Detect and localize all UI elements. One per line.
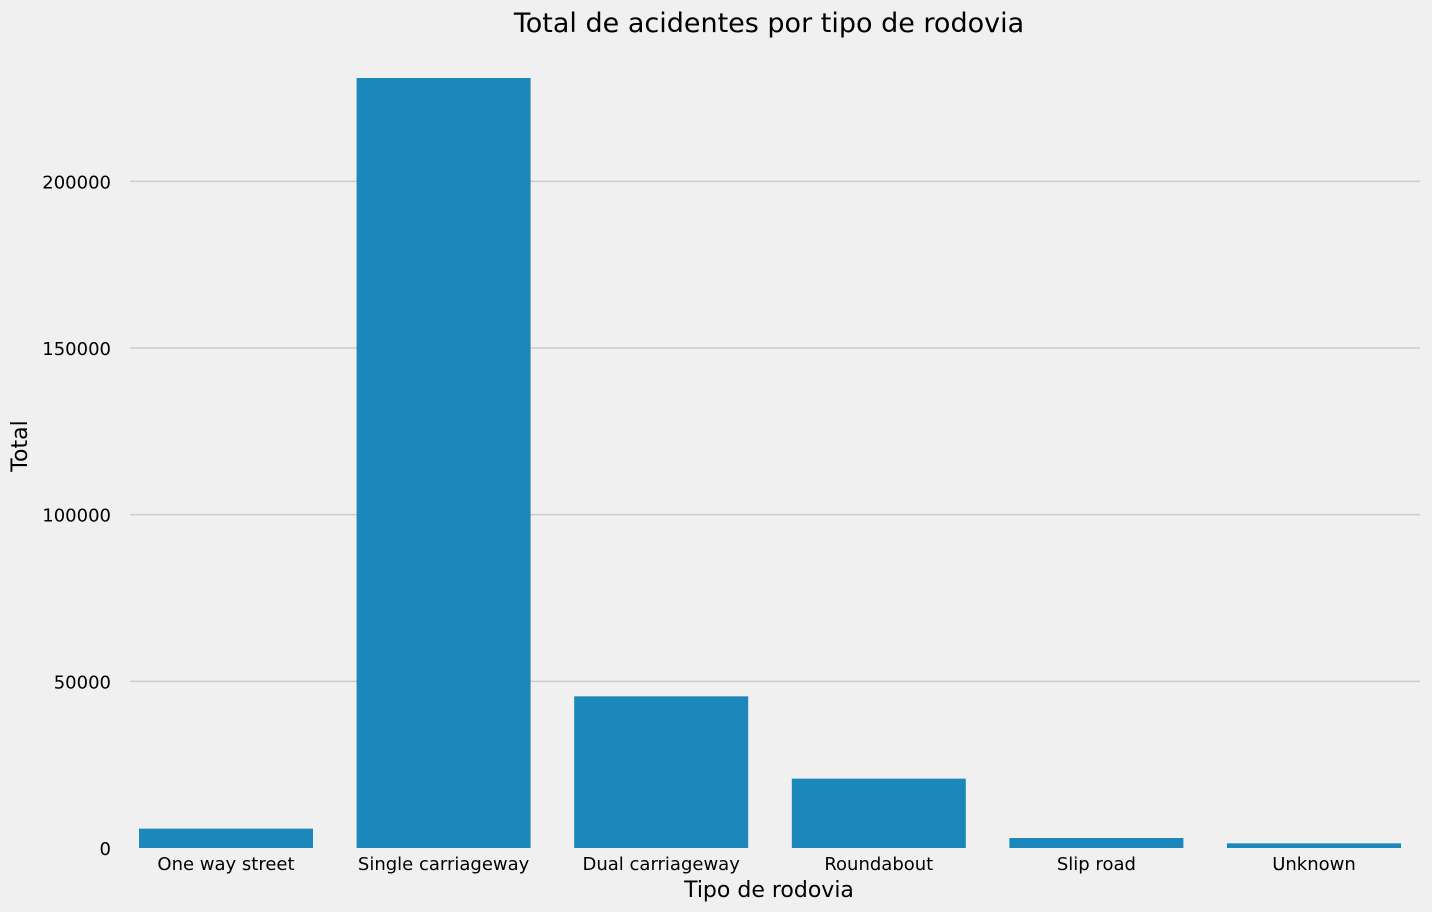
y-tick-label: 0 bbox=[100, 839, 111, 860]
x-tick-labels: One way street Single carriageway Dual car… bbox=[157, 854, 1355, 875]
bar-slip-road bbox=[1009, 838, 1184, 848]
x-tick-label: Roundabout bbox=[824, 854, 933, 875]
y-tick-label: 150000 bbox=[42, 339, 111, 360]
x-tick-label: Single carriageway bbox=[358, 854, 530, 875]
y-tick-label: 100000 bbox=[42, 506, 111, 527]
y-tick-labels: 0 50000 100000 150000 200000 bbox=[42, 172, 111, 860]
bar-unknown bbox=[1227, 843, 1401, 848]
chart-title: Total de acidentes por tipo de rodovia bbox=[513, 8, 1024, 39]
bar-single-carriageway bbox=[356, 78, 531, 848]
bar-roundabout bbox=[791, 778, 966, 848]
y-axis-label: Total bbox=[8, 420, 33, 472]
x-tick-label: Unknown bbox=[1272, 854, 1356, 875]
bar-dual-carriageway bbox=[574, 696, 749, 848]
x-tick-label: One way street bbox=[157, 854, 294, 875]
y-tick-label: 50000 bbox=[54, 672, 111, 693]
bar-one-way-street bbox=[139, 828, 313, 848]
y-tick-label: 200000 bbox=[42, 172, 111, 193]
x-tick-label: Dual carriageway bbox=[583, 854, 741, 875]
x-axis-label: Tipo de rodovia bbox=[683, 878, 854, 903]
x-tick-label: Slip road bbox=[1057, 854, 1136, 875]
bars bbox=[139, 78, 1401, 848]
gridlines bbox=[130, 180, 1420, 683]
